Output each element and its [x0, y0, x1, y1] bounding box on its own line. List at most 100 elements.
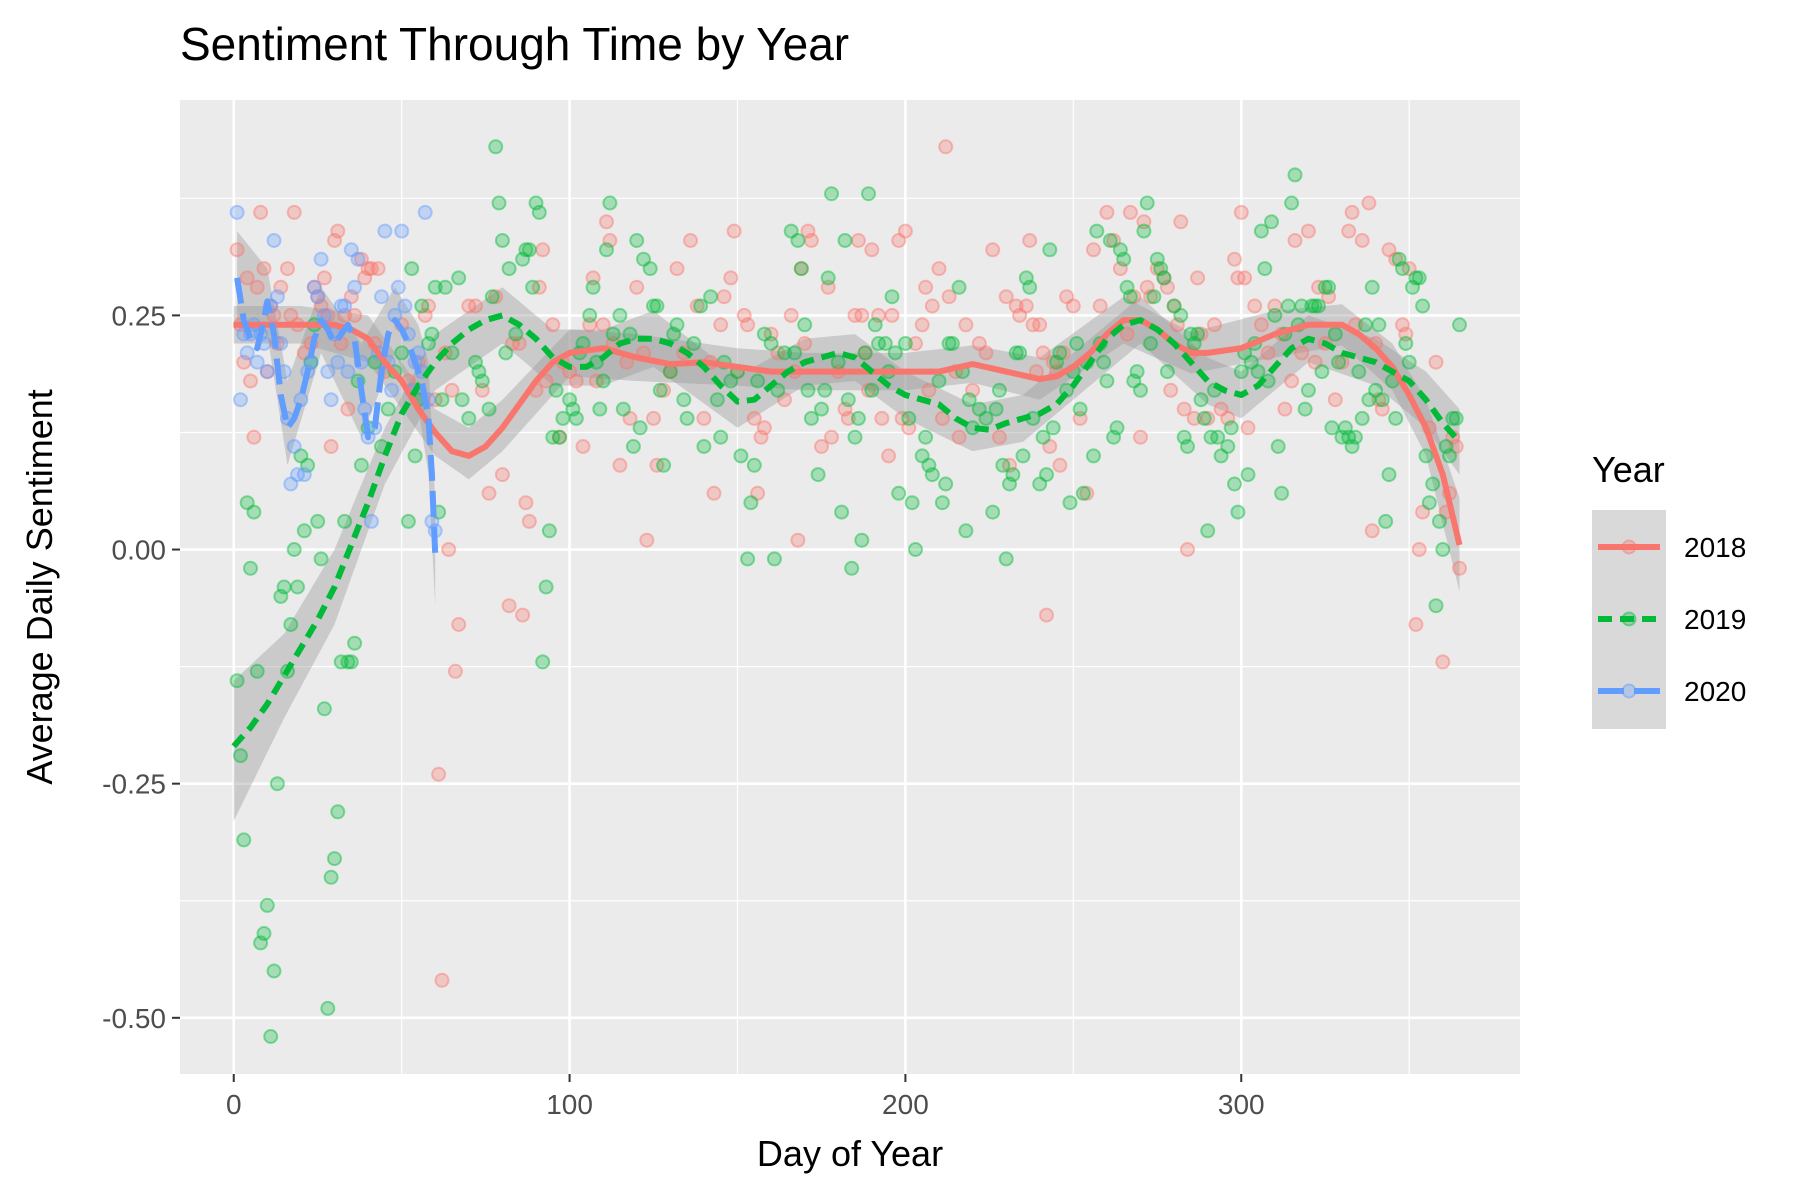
point-2019 — [632, 420, 648, 436]
point-2019 — [787, 345, 803, 361]
point-2018 — [1364, 523, 1380, 539]
point-2018 — [1156, 270, 1172, 286]
point-2019 — [259, 897, 275, 913]
point-2020 — [377, 223, 393, 239]
point-2019 — [1324, 420, 1340, 436]
point-2018 — [481, 485, 497, 501]
point-2018 — [998, 289, 1014, 305]
point-2018 — [797, 336, 813, 351]
point-2019 — [830, 354, 846, 370]
point-2018 — [1106, 233, 1122, 248]
legend-key-point-2020 — [1621, 683, 1637, 699]
point-2020 — [350, 251, 366, 267]
point-2019 — [1032, 476, 1048, 492]
point-2020 — [259, 364, 275, 380]
point-2019 — [239, 495, 255, 511]
point-2019 — [713, 429, 729, 445]
point-2019 — [320, 1000, 336, 1016]
point-2019 — [407, 448, 423, 464]
point-2018 — [750, 485, 766, 501]
chart-title: Sentiment Through Time by Year — [180, 18, 849, 70]
point-2019 — [1119, 279, 1135, 295]
point-2018 — [1408, 617, 1424, 632]
point-2019 — [535, 654, 551, 670]
point-2018 — [965, 382, 981, 398]
point-2018 — [740, 317, 756, 333]
point-2019 — [1405, 279, 1420, 295]
point-2019 — [1398, 336, 1414, 351]
point-2019 — [316, 701, 332, 717]
point-2019 — [461, 410, 477, 426]
point-2018 — [1008, 298, 1024, 314]
point-2019 — [1012, 345, 1028, 361]
point-2019 — [783, 223, 799, 239]
point-2019 — [1203, 429, 1219, 445]
point-2018 — [347, 307, 363, 323]
point-2018 — [259, 364, 275, 380]
point-2018 — [847, 307, 863, 323]
point-2019 — [934, 495, 950, 511]
point-2018 — [1307, 354, 1323, 370]
legend-label-2020: 2020 — [1684, 676, 1746, 707]
point-2019 — [343, 654, 359, 670]
point-2018 — [871, 307, 886, 323]
point-2019 — [1344, 439, 1360, 454]
point-2019 — [421, 336, 436, 351]
point-2019 — [1213, 448, 1229, 464]
point-2019 — [434, 392, 450, 408]
point-2018 — [1126, 289, 1142, 305]
point-2019 — [867, 317, 883, 333]
point-2019 — [541, 523, 557, 539]
point-2018 — [363, 261, 379, 277]
point-2018 — [763, 326, 779, 342]
legend: Year 2018 2019 2020 — [1592, 449, 1746, 729]
point-2018 — [646, 410, 661, 426]
point-2019 — [1304, 298, 1320, 314]
point-2020 — [390, 279, 406, 295]
point-2019 — [1354, 410, 1370, 426]
point-2019 — [1193, 392, 1209, 408]
point-2018 — [370, 261, 386, 277]
point-2019 — [565, 401, 581, 417]
point-2019 — [669, 317, 685, 333]
point-2019 — [538, 579, 554, 595]
point-2019 — [266, 963, 282, 979]
point-2019 — [525, 279, 541, 295]
point-2020 — [337, 298, 353, 314]
point-2019 — [1445, 410, 1461, 426]
legend-key-point-2019 — [1621, 611, 1637, 627]
point-2019 — [820, 270, 836, 286]
point-2019 — [887, 345, 903, 361]
point-2019 — [1274, 485, 1290, 501]
point-2020 — [323, 392, 339, 408]
point-2019 — [380, 401, 396, 417]
point-2019 — [1075, 485, 1091, 501]
point-2018 — [971, 336, 987, 351]
point-2020 — [347, 279, 363, 295]
point-2019 — [944, 336, 960, 351]
point-2018 — [582, 317, 598, 333]
smooth-line-2019 — [231, 312, 1462, 749]
point-2019 — [508, 326, 524, 342]
point-2019 — [1270, 439, 1286, 454]
point-2019 — [1321, 279, 1337, 295]
point-2018 — [1452, 560, 1467, 576]
point-2018 — [1173, 214, 1189, 230]
point-2019 — [1005, 467, 1021, 483]
point-2018 — [330, 223, 346, 239]
point-2018 — [824, 429, 839, 445]
point-2019 — [1039, 467, 1054, 483]
point-2019 — [1428, 598, 1444, 614]
point-2020 — [340, 364, 356, 380]
point-2018 — [1401, 261, 1417, 277]
point-2018 — [1381, 242, 1397, 258]
point-2019 — [1364, 279, 1380, 295]
point-2019 — [1334, 429, 1350, 445]
point-2018 — [1035, 345, 1051, 361]
point-2019 — [286, 542, 302, 557]
point-2018 — [696, 410, 712, 426]
point-2018 — [1045, 354, 1061, 370]
point-2019 — [437, 279, 453, 295]
point-2019 — [763, 336, 779, 351]
point-2018 — [343, 289, 359, 305]
